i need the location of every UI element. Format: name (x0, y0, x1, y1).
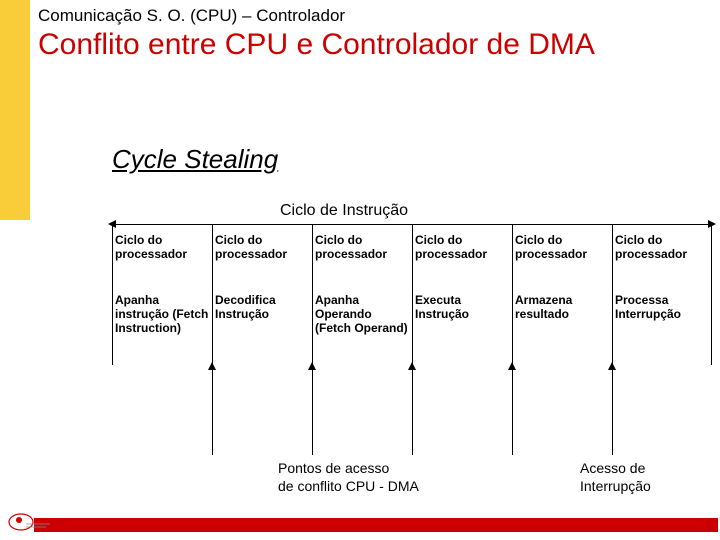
table-row: Apanha instrução (Fetch Instruction) Dec… (112, 285, 712, 365)
instruction-cycle-table: Ciclo do processador Ciclo do processado… (112, 225, 712, 365)
table-cell: Ciclo do processador (212, 225, 312, 285)
table-cell: Armazena resultado (512, 285, 612, 365)
top-label: Ciclo de Instrução (280, 202, 408, 220)
interrupt-label-line2: Interrupção (580, 478, 651, 494)
yellow-sidebar (0, 0, 30, 220)
conflict-label-line2: de conflito CPU - DMA (278, 478, 419, 494)
table-cell: Ciclo do processador (112, 225, 212, 285)
table-cell: Executa Instrução (412, 285, 512, 365)
logo-icon (6, 510, 56, 534)
conflict-label-line1: Pontos de acesso (278, 460, 389, 476)
table-cell: Processa Interrupção (612, 285, 712, 365)
conflict-label: Pontos de acesso de conflito CPU - DMA (278, 460, 419, 495)
table-cell: Ciclo do processador (312, 225, 412, 285)
table-row: Ciclo do processador Ciclo do processado… (112, 225, 712, 285)
section-subtitle: Cycle Stealing (112, 144, 278, 175)
table-cell: Ciclo do processador (512, 225, 612, 285)
page-title: Conflito entre CPU e Controlador de DMA (38, 28, 595, 62)
table-cell: Apanha Operando (Fetch Operand) (312, 285, 412, 365)
table-cell: Decodifica Instrução (212, 285, 312, 365)
vertical-arrow (512, 370, 513, 455)
vertical-arrow (612, 370, 613, 455)
table-cell: Apanha instrução (Fetch Instruction) (112, 285, 212, 365)
interrupt-label-line1: Acesso de (580, 460, 645, 476)
table-cell: Ciclo do processador (612, 225, 712, 285)
vertical-arrow (312, 370, 313, 455)
vertical-arrow (212, 370, 213, 455)
breadcrumb: Comunicação S. O. (CPU) – Controlador (38, 6, 345, 26)
table-cell: Ciclo do processador (412, 225, 512, 285)
footer-bar (34, 518, 718, 532)
interrupt-label: Acesso de Interrupção (580, 460, 651, 495)
vertical-arrow (412, 370, 413, 455)
